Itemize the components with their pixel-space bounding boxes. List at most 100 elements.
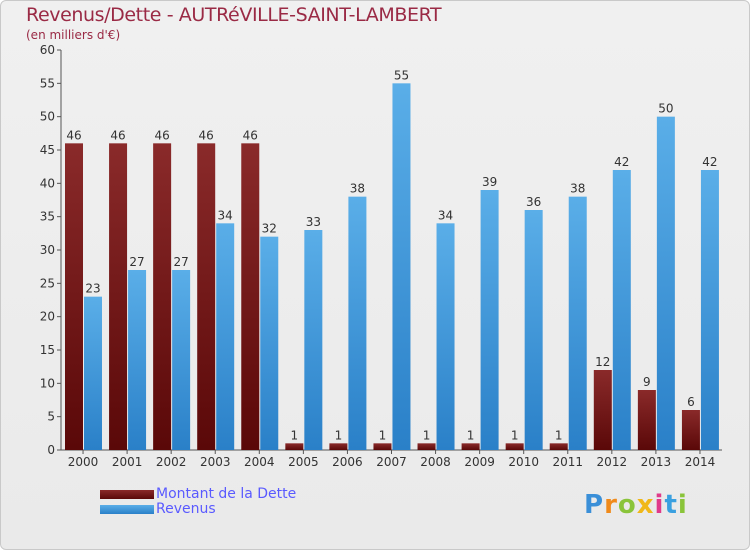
x-tick-label: 2002 [156,455,187,469]
bar-dette [153,143,172,451]
logo-letter: x [636,490,655,520]
bar-revenus [480,190,499,450]
x-tick-label: 2005 [288,455,319,469]
bars [65,83,719,451]
bar-revenus [260,236,279,450]
data-label-dette: 46 [154,128,169,142]
data-label-revenus: 38 [570,182,585,196]
x-tick-label: 2009 [464,455,495,469]
data-label-dette: 1 [291,428,299,442]
legend-label-dette: Montant de la Dette [156,486,297,502]
bar-revenus [700,170,719,450]
logo-letter: i [654,490,665,520]
bar-dette [417,443,436,450]
legend-label-revenus: Revenus [156,501,216,517]
bar-dette [241,143,260,451]
data-label-dette: 46 [66,128,81,142]
bar-dette [637,390,656,450]
bar-dette [329,443,348,450]
legend-swatch-revenus [100,504,154,514]
bar-revenus [392,83,411,450]
bar-dette [681,410,700,450]
data-label-revenus: 42 [614,155,629,169]
data-label-revenus: 38 [350,182,365,196]
logo-letter: t [664,490,678,520]
data-label-dette: 1 [379,428,387,442]
x-tick-label: 2008 [420,455,451,469]
data-label-revenus: 42 [702,155,717,169]
data-label-revenus: 50 [658,102,673,116]
bar-revenus [348,196,367,450]
y-tick-label: 40 [40,176,55,190]
y-tick-label: 55 [40,76,55,90]
data-label-dette: 6 [687,395,695,409]
bar-dette [373,443,392,450]
data-label-dette: 46 [243,128,258,142]
logo-letter: r [604,490,618,520]
data-label-revenus: 34 [438,208,453,222]
bar-dette [593,370,612,450]
y-tick-label: 10 [40,376,55,390]
x-tick-label: 2006 [332,455,363,469]
data-label-dette: 1 [423,428,431,442]
bar-revenus [304,230,323,450]
data-label-revenus: 55 [394,68,409,82]
y-tick-label: 35 [40,210,55,224]
data-label-dette: 1 [335,428,343,442]
data-label-revenus: 27 [173,255,188,269]
data-label-dette: 46 [199,128,214,142]
data-label-revenus: 39 [482,175,497,189]
data-label-revenus: 36 [526,195,541,209]
bar-dette [109,143,128,451]
bar-revenus [216,223,235,450]
data-labels: 46 23 46 27 46 27 46 34 46 32 1 33 1 38 1 55 1 34 1 39 1 36 1 3… [66,68,717,442]
chart-title: Revenus/Dette - AUTRéVILLE-SAINT-LAMBERT [26,4,442,26]
data-label-revenus: 32 [262,222,277,236]
bar-dette [197,143,216,451]
x-tick-label: 2014 [685,455,716,469]
x-tick-label: 2011 [552,455,583,469]
bar-dette [65,143,83,451]
data-label-dette: 9 [643,375,651,389]
data-label-dette: 1 [511,428,519,442]
y-tick-label: 60 [40,43,55,57]
bar-dette [505,443,524,450]
data-label-revenus: 23 [85,282,100,296]
legend-item-revenus: Revenus [100,501,216,517]
bar-revenus [612,170,631,450]
y-tick-label: 30 [40,243,55,257]
proxiti-logo: Proxiti [584,490,688,520]
y-tick-label: 50 [40,110,55,124]
y-tick-label: 45 [40,143,55,157]
legend-swatch-dette [100,489,154,499]
bar-dette [549,443,568,450]
x-tick-label: 2003 [200,455,231,469]
x-tick-label: 2013 [641,455,672,469]
x-tick-label: 2012 [597,455,628,469]
bar-revenus [524,210,543,450]
bar-dette [461,443,480,450]
x-tick-label: 2004 [244,455,275,469]
axes: 0 5 10 15 20 25 30 35 40 45 50 55 60 2000 2001 2002 2003… [40,43,722,469]
bar-revenus [84,296,102,450]
x-tick-label: 2010 [508,455,539,469]
data-label-dette: 46 [110,128,125,142]
x-tick-label: 2007 [376,455,407,469]
x-tick-label: 2001 [112,455,143,469]
chart-subtitle: (en milliers d'€) [26,28,121,42]
data-label-revenus: 33 [306,215,321,229]
y-tick-label: 0 [47,443,55,457]
bar-revenus [172,270,191,450]
logo-letter: P [584,490,605,520]
bar-dette [285,443,304,450]
data-label-dette: 12 [595,355,610,369]
data-label-dette: 1 [467,428,475,442]
y-tick-label: 5 [47,410,55,424]
bar-revenus [436,223,455,450]
data-label-revenus: 34 [218,208,233,222]
data-label-dette: 1 [555,428,563,442]
logo-letter: i [677,490,688,520]
bar-revenus [656,116,675,451]
bar-revenus [128,270,147,450]
